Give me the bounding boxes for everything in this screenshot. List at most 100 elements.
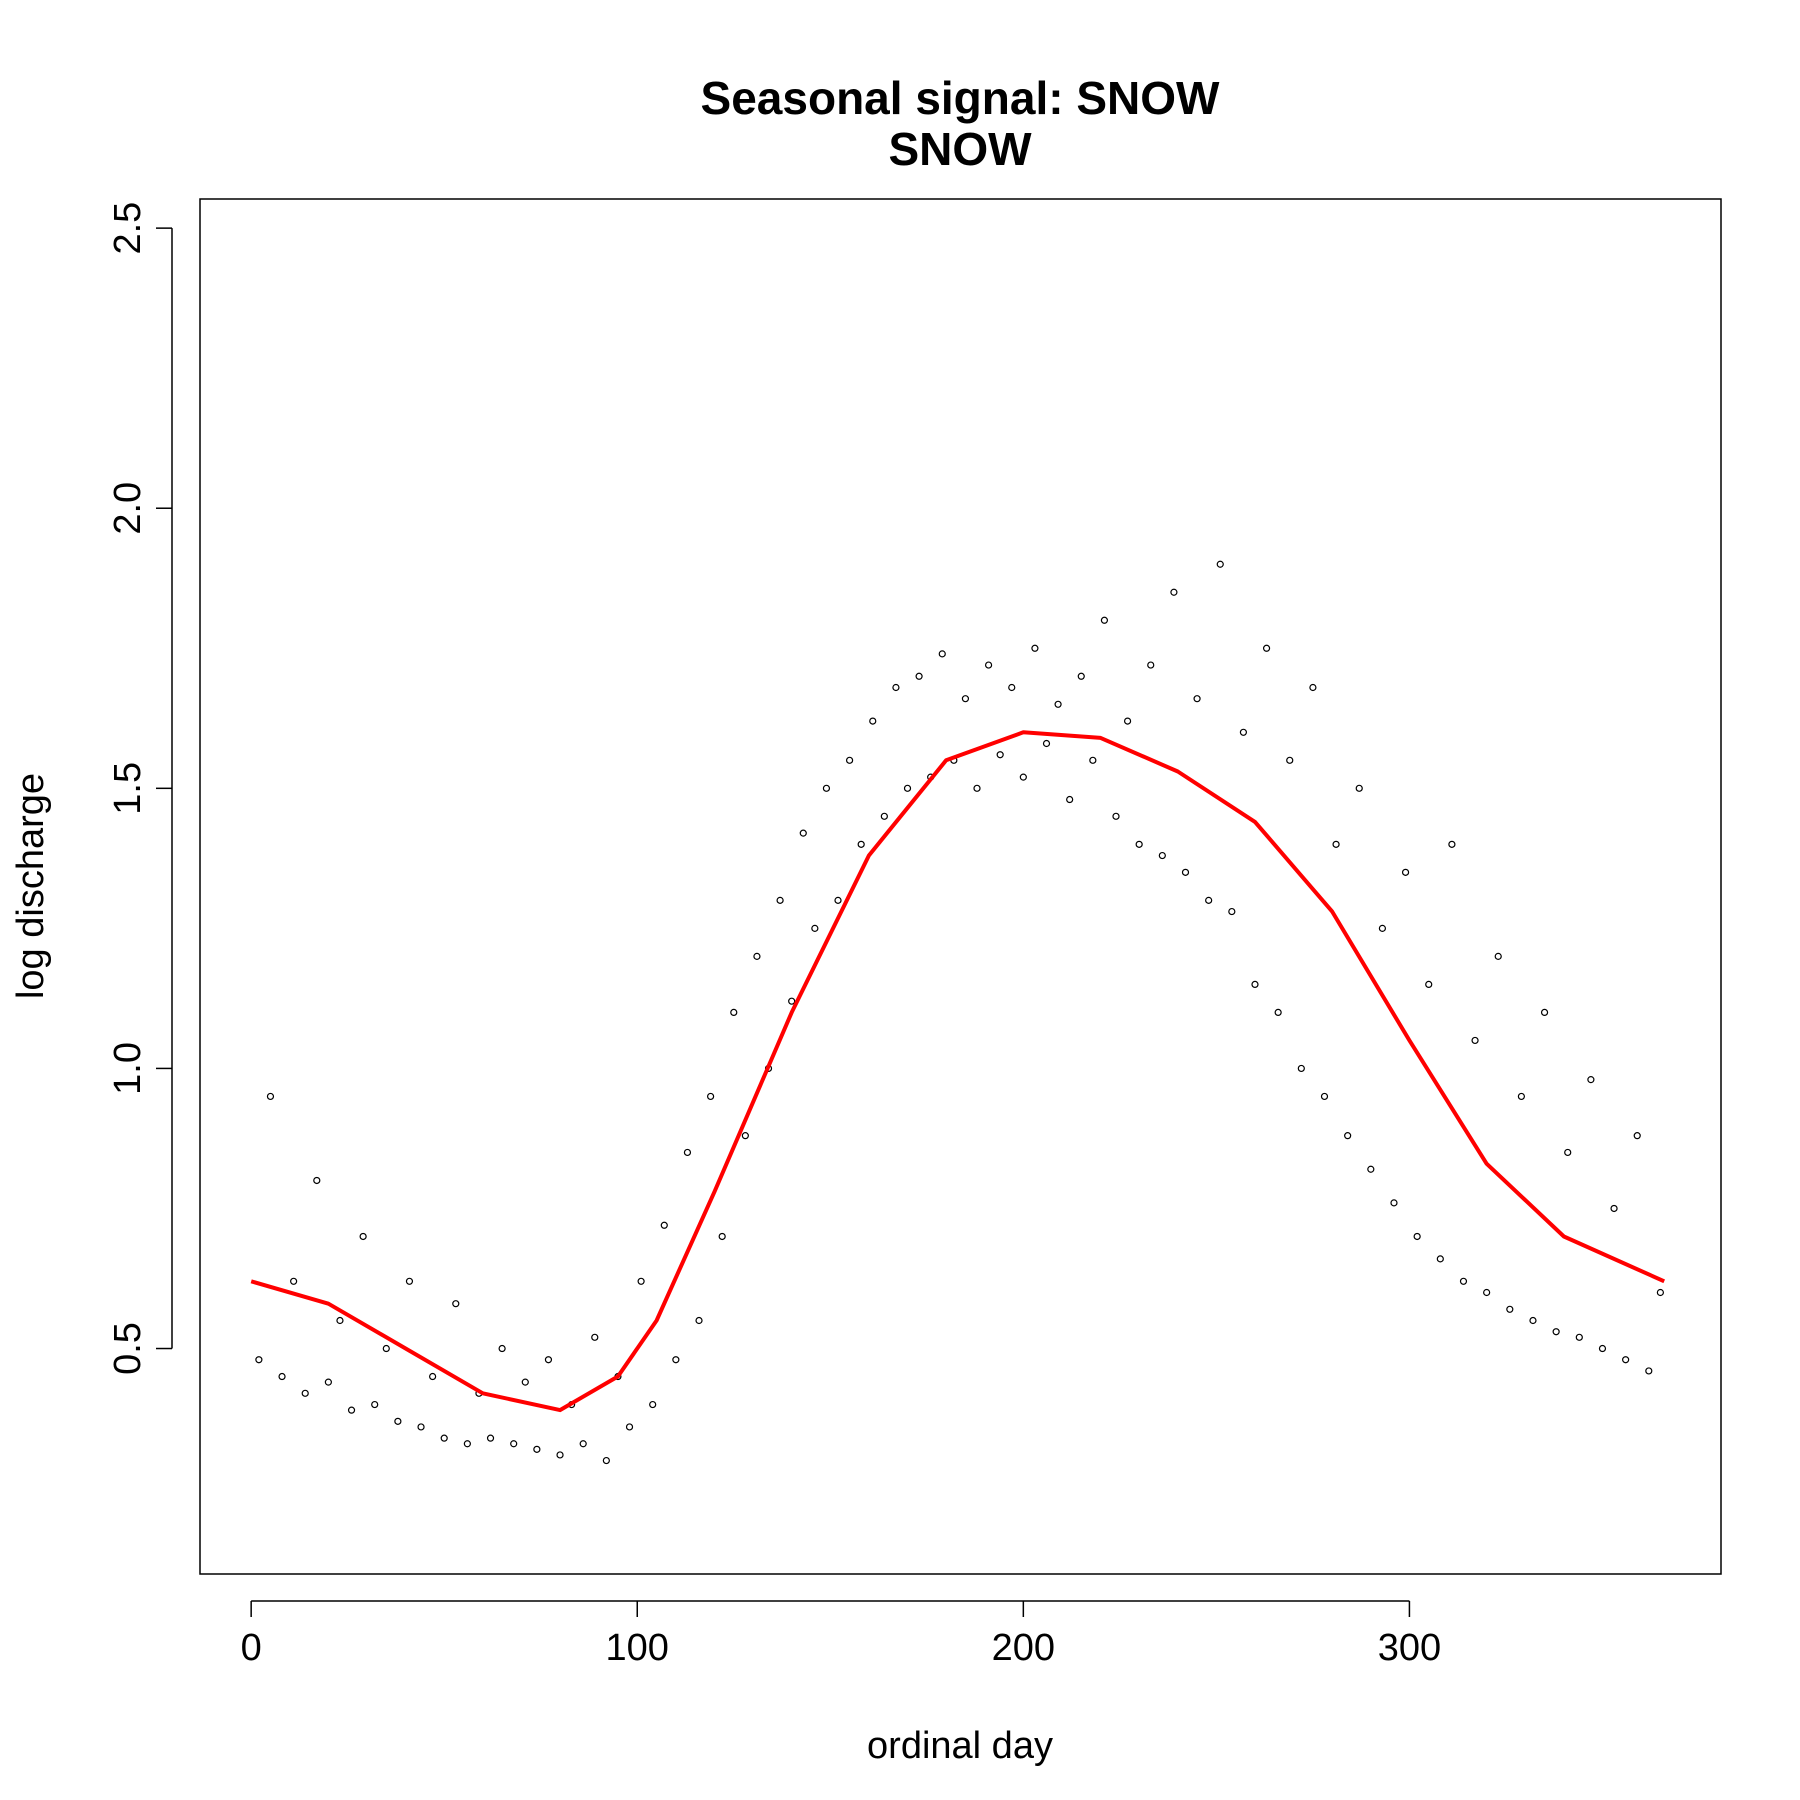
data-point — [1262, 644, 1271, 652]
data-point — [1297, 1064, 1305, 1073]
data-point — [753, 952, 761, 960]
data-point — [1540, 1008, 1549, 1017]
data-point — [1552, 1328, 1560, 1336]
data-point — [313, 1176, 321, 1185]
data-point — [1436, 1255, 1444, 1263]
data-point — [973, 784, 981, 792]
data-point — [869, 717, 877, 725]
data-point — [521, 1378, 529, 1386]
x-tick-label: 100 — [606, 1627, 669, 1669]
x-tick-label: 0 — [241, 1627, 262, 1669]
y-tick-label: 1.5 — [107, 762, 149, 815]
data-point — [1077, 672, 1085, 680]
data-point — [1587, 1076, 1595, 1084]
data-point — [776, 896, 784, 904]
data-point — [1089, 756, 1097, 764]
data-point — [463, 1440, 471, 1448]
x-tick-label: 300 — [1378, 1627, 1441, 1669]
data-point — [324, 1378, 332, 1386]
data-point — [290, 1277, 298, 1285]
data-point — [1355, 784, 1363, 792]
data-point — [1181, 868, 1190, 876]
data-point — [1100, 616, 1109, 624]
x-tick-label: 200 — [992, 1627, 1055, 1669]
data-point — [382, 1344, 390, 1353]
x-axis-label: ordinal day — [867, 1725, 1053, 1767]
data-point — [1633, 1132, 1641, 1140]
data-point — [359, 1232, 367, 1241]
data-point — [1471, 1036, 1479, 1045]
chart-subtitle: SNOW — [888, 123, 1032, 175]
plot-box — [199, 198, 1722, 1575]
data-point — [1239, 728, 1248, 736]
data-point — [822, 784, 831, 792]
data-point — [741, 1132, 749, 1140]
data-point — [1008, 683, 1016, 692]
data-point — [1401, 868, 1410, 876]
data-point — [984, 661, 993, 669]
data-point — [845, 756, 854, 764]
data-point — [1506, 1305, 1514, 1313]
data-point — [266, 1092, 275, 1101]
data-point — [1112, 812, 1120, 820]
data-point — [1135, 840, 1143, 848]
data-point — [961, 695, 970, 703]
data-point — [1656, 1288, 1664, 1297]
data-point — [1344, 1132, 1352, 1140]
data-point — [788, 997, 796, 1005]
data-point — [1042, 739, 1051, 748]
data-point — [1286, 756, 1294, 764]
data-point — [1216, 560, 1224, 568]
data-point — [1622, 1356, 1630, 1364]
data-point — [371, 1400, 379, 1409]
data-point — [1413, 1232, 1421, 1241]
data-point — [1320, 1092, 1329, 1101]
data-point — [1390, 1199, 1398, 1207]
data-point — [1158, 851, 1166, 860]
data-point — [1066, 795, 1074, 804]
data-point — [1019, 773, 1027, 781]
data-point — [915, 672, 923, 680]
data-point — [799, 829, 807, 837]
data-point — [278, 1372, 286, 1381]
data-point — [695, 1316, 703, 1325]
data-point — [1251, 980, 1259, 988]
data-point — [1645, 1367, 1653, 1375]
data-point — [405, 1277, 414, 1285]
data-point — [1483, 1288, 1491, 1297]
data-point — [649, 1400, 657, 1409]
data-point — [1610, 1204, 1618, 1213]
data-point — [1517, 1092, 1525, 1101]
y-tick-label: 0.5 — [107, 1322, 149, 1375]
data-point — [1309, 683, 1317, 692]
data-point — [1575, 1333, 1583, 1341]
data-point — [996, 751, 1004, 759]
data-point — [1598, 1344, 1607, 1353]
smooth-line — [250, 730, 1666, 1413]
data-point — [579, 1440, 587, 1448]
data-point — [1054, 700, 1062, 708]
data-point — [486, 1434, 495, 1442]
data-point — [556, 1451, 564, 1459]
data-point — [683, 1148, 692, 1157]
data-point — [1170, 588, 1178, 596]
data-point — [892, 683, 900, 692]
data-point — [1205, 896, 1213, 904]
data-point — [301, 1389, 309, 1397]
data-point — [591, 1333, 599, 1341]
data-point — [1228, 907, 1236, 916]
data-point — [533, 1445, 541, 1453]
data-point — [394, 1417, 402, 1425]
data-point — [707, 1092, 715, 1101]
chart-title: Seasonal signal: SNOW — [701, 72, 1220, 124]
data-point — [1564, 1148, 1572, 1157]
data-point — [336, 1316, 344, 1325]
y-tick-label: 2.0 — [107, 482, 149, 535]
data-point — [857, 840, 865, 848]
y-tick-label: 1.0 — [107, 1042, 149, 1095]
data-point — [672, 1356, 680, 1364]
data-point — [1193, 695, 1201, 703]
data-point — [718, 1232, 726, 1241]
